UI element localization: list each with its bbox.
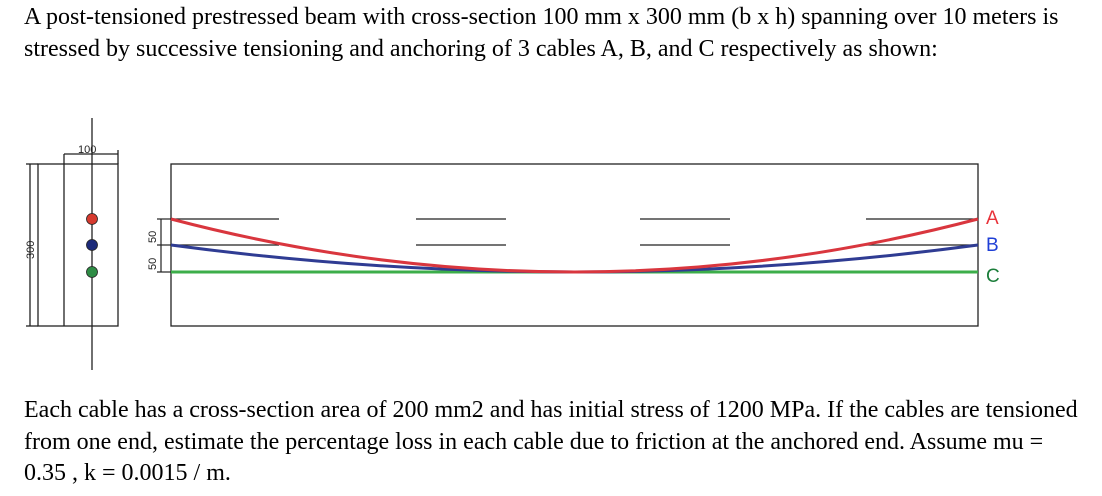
cable-a-dot [86, 213, 98, 225]
cable-b-label: B [986, 235, 999, 256]
cable-c-dot [86, 266, 98, 278]
problem-question-text: Each cable has a cross-section area of 2… [24, 397, 1078, 486]
reference-marks [171, 218, 978, 246]
spacing-label-1: 50 [147, 231, 159, 243]
cable-c-label: C [986, 266, 1000, 287]
cross-section [26, 118, 119, 370]
spacing-dimension [157, 218, 172, 273]
section-outline [37, 163, 119, 327]
cable-a-label: A [986, 208, 999, 229]
cable-b-dot [86, 239, 98, 251]
section-height-label: 300 [25, 241, 37, 259]
spacing-label-2: 50 [147, 258, 159, 270]
problem-intro-text: A post-tensioned prestressed beam with c… [24, 4, 1059, 62]
cable-b-profile [170, 243, 979, 274]
beam-diagram: 100 300 50 50 A B C [25, 118, 1000, 370]
cable-a-profile [170, 217, 979, 274]
section-width-label: 100 [78, 144, 96, 156]
